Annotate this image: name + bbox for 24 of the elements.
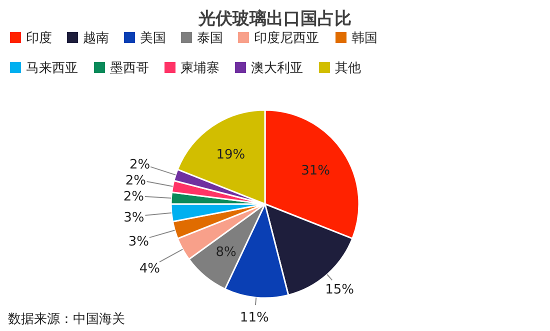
data-label: 31% [301, 164, 330, 179]
legend-label: 柬埔寨 [180, 60, 220, 76]
legend-label: 韩国 [352, 31, 378, 46]
chart-title: 光伏玻璃出口国占比 [198, 9, 352, 29]
legend-label: 印度尼西亚 [254, 30, 319, 46]
data-label: 3% [128, 234, 149, 250]
data-label: 8% [216, 245, 236, 260]
data-label: 2% [125, 173, 146, 188]
legend-label: 美国 [140, 30, 166, 46]
legend-label: 其他 [335, 61, 361, 76]
legend-label: 墨西哥 [110, 61, 149, 76]
data-label: 3% [124, 210, 144, 226]
data-label: 19% [216, 147, 246, 162]
data-label: 2% [123, 190, 144, 205]
legend-label: 泰国 [197, 31, 223, 46]
legend-label: 澳大利亚 [251, 61, 303, 76]
data-label: 2% [130, 157, 150, 172]
data-label: 15% [325, 282, 354, 298]
source-note: 数据来源：中国海关 [8, 312, 125, 327]
legend-label: 越南 [83, 31, 109, 46]
legend-label: 印度 [26, 30, 52, 46]
data-label: 4% [139, 261, 160, 276]
data-label: 11% [240, 310, 269, 326]
legend-label: 马来西亚 [26, 61, 78, 76]
